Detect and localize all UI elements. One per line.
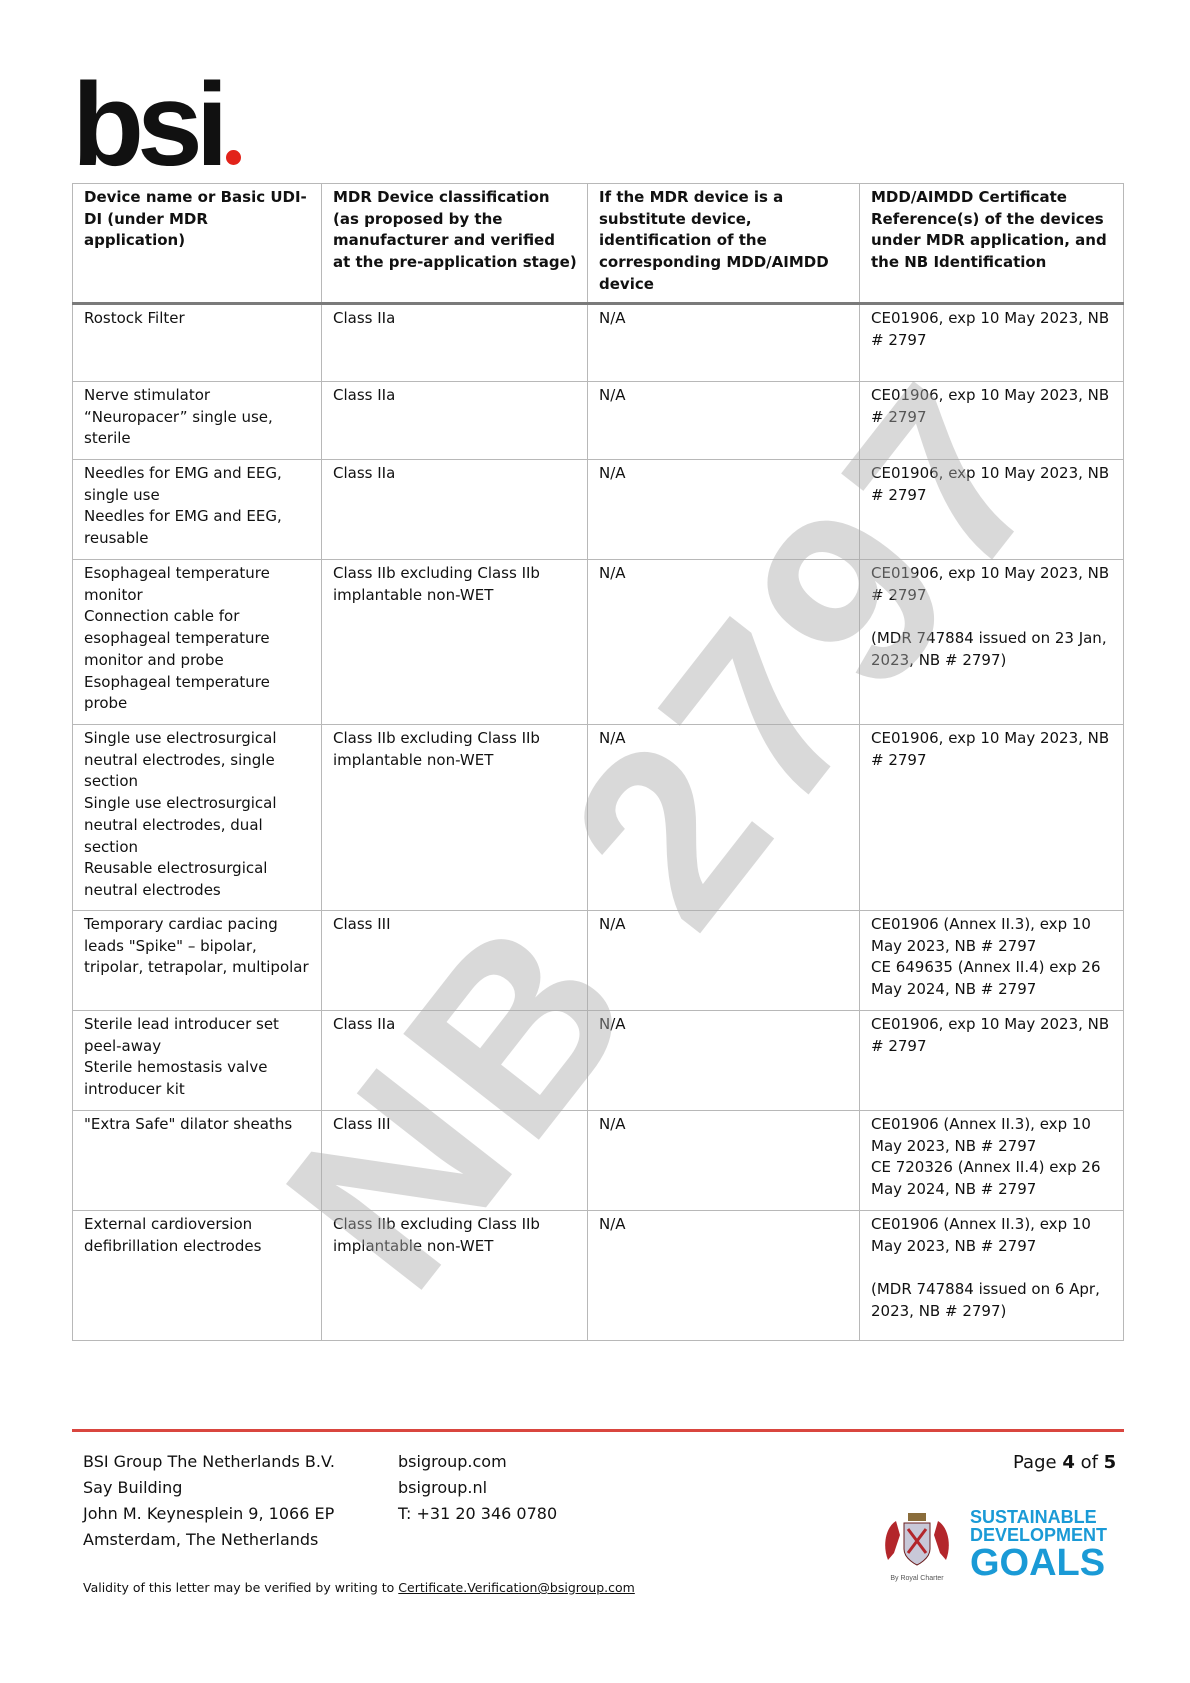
table-row: Temporary cardiac pacing leads "Spike" –…: [72, 910, 1124, 1011]
cell-substitute: N/A: [587, 910, 860, 1011]
cell-device: Needles for EMG and EEG, single use Need…: [72, 459, 322, 560]
svg-text:By Royal Charter: By Royal Charter: [890, 1575, 944, 1582]
cell-certificate: CE01906, exp 10 May 2023, NB # 2797 (MDR…: [859, 559, 1124, 725]
cell-substitute: N/A: [587, 459, 860, 560]
cell-substitute: N/A: [587, 559, 860, 725]
cell-substitute: N/A: [587, 1110, 860, 1211]
cell-class: Class IIa: [321, 381, 588, 460]
cell-certificate: CE01906 (Annex II.3), exp 10 May 2023, N…: [859, 1110, 1124, 1211]
bsi-logo: bsi: [72, 66, 241, 184]
cell-substitute: N/A: [587, 1010, 860, 1111]
device-table: Device name or Basic UDI-DI (under MDR a…: [72, 183, 1124, 1341]
cell-device: Temporary cardiac pacing leads "Spike" –…: [72, 910, 322, 1011]
cell-device: Nerve stimulator “Neuropacer” single use…: [72, 381, 322, 460]
cell-substitute: N/A: [587, 303, 860, 382]
validity-note: Validity of this letter may be verified …: [83, 1580, 635, 1595]
cell-certificate: CE01906, exp 10 May 2023, NB # 2797: [859, 1010, 1124, 1111]
sdg-logo: SUSTAINABLE DEVELOPMENT GOALS: [970, 1507, 1108, 1584]
header-substitute: If the MDR device is a substitute device…: [587, 183, 860, 305]
cell-certificate: CE01906, exp 10 May 2023, NB # 2797: [859, 724, 1124, 911]
table-row: Single use electrosurgical neutral elect…: [72, 724, 1124, 911]
cell-device: Rostock Filter: [72, 303, 322, 382]
cell-device: "Extra Safe" dilator sheaths: [72, 1110, 322, 1211]
cell-class: Class IIa: [321, 459, 588, 560]
table-row: Rostock Filter Class IIa N/A CE01906, exp 1…: [72, 303, 1124, 382]
cell-substitute: N/A: [587, 724, 860, 911]
cell-device: Esophageal temperature monitor Connectio…: [72, 559, 322, 725]
table-row: Needles for EMG and EEG, single use Need…: [72, 459, 1124, 560]
cell-class: Class IIa: [321, 1010, 588, 1111]
page-indicator: Page 4 of 5: [1013, 1452, 1117, 1473]
cell-certificate: CE01906 (Annex II.3), exp 10 May 2023, N…: [859, 910, 1124, 1011]
cell-class: Class III: [321, 1110, 588, 1211]
header-classification: MDR Device classification (as proposed b…: [321, 183, 588, 305]
cell-class: Class IIa: [321, 303, 588, 382]
cell-certificate: CE01906, exp 10 May 2023, NB # 2797: [859, 303, 1124, 382]
address-line: John M. Keynesplein 9, 1066 EP: [83, 1504, 335, 1523]
address-line: BSI Group The Netherlands B.V.: [83, 1452, 335, 1471]
phone-number: T: +31 20 346 0780: [398, 1504, 558, 1523]
cell-device: Single use electrosurgical neutral elect…: [72, 724, 322, 911]
header-certificate: MDD/AIMDD Certificate Reference(s) of th…: [859, 183, 1124, 305]
cell-class: Class III: [321, 910, 588, 1011]
header-device: Device name or Basic UDI-DI (under MDR a…: [72, 183, 322, 305]
table-row: External cardioversion defibrillation el…: [72, 1210, 1124, 1341]
cell-certificate: CE01906, exp 10 May 2023, NB # 2797: [859, 459, 1124, 560]
cell-class: Class IIb excluding Class IIb implantabl…: [321, 559, 588, 725]
footer-contact: bsigroup.com bsigroup.nl T: +31 20 346 0…: [398, 1449, 557, 1527]
royal-charter-crest-icon: By Royal Charter: [885, 1513, 949, 1582]
website-link-nl[interactable]: bsigroup.nl: [398, 1478, 488, 1497]
table-header-row: Device name or Basic UDI-DI (under MDR a…: [72, 183, 1124, 305]
cell-certificate: CE01906 (Annex II.3), exp 10 May 2023, N…: [859, 1210, 1124, 1341]
footer-address: BSI Group The Netherlands B.V. Say Build…: [83, 1449, 335, 1553]
cell-device: Sterile lead introducer set peel-away St…: [72, 1010, 322, 1111]
address-line: Amsterdam, The Netherlands: [83, 1530, 319, 1549]
table-row: Sterile lead introducer set peel-away St…: [72, 1010, 1124, 1111]
cell-substitute: N/A: [587, 1210, 860, 1341]
website-link[interactable]: bsigroup.com: [398, 1452, 507, 1471]
table-row: Esophageal temperature monitor Connectio…: [72, 559, 1124, 725]
cell-certificate: CE01906, exp 10 May 2023, NB # 2797: [859, 381, 1124, 460]
cell-substitute: N/A: [587, 381, 860, 460]
cell-class: Class IIb excluding Class IIb implantabl…: [321, 1210, 588, 1341]
table-row: "Extra Safe" dilator sheaths Class III N/A…: [72, 1110, 1124, 1211]
footer-rule: [72, 1429, 1124, 1432]
cell-device: External cardioversion defibrillation el…: [72, 1210, 322, 1341]
verification-email-link[interactable]: Certificate.Verification@bsigroup.com: [398, 1580, 635, 1595]
table-row: Nerve stimulator “Neuropacer” single use…: [72, 381, 1124, 460]
address-line: Say Building: [83, 1478, 183, 1497]
cell-class: Class IIb excluding Class IIb implantabl…: [321, 724, 588, 911]
